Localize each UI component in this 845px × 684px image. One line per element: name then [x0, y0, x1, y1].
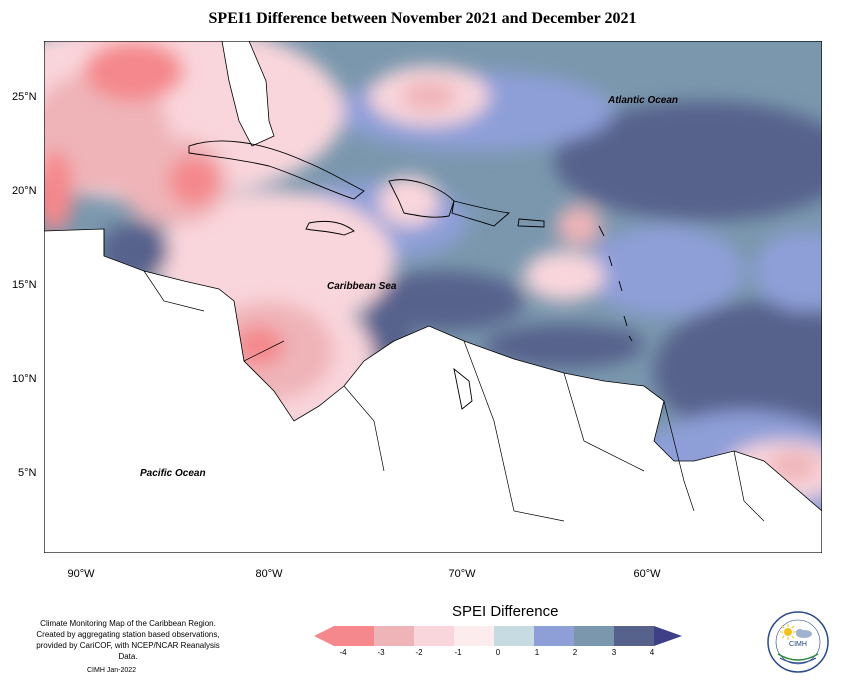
lon-label-90w: 90°W	[67, 568, 95, 580]
legend-swatch	[334, 626, 374, 646]
spei-map: Atlantic Ocean Caribbean Sea Pacific Oce…	[44, 41, 822, 553]
legend-tick: 2	[572, 648, 578, 657]
legend-low-arrow	[314, 626, 334, 646]
legend-swatch	[374, 626, 414, 646]
lat-label-10n: 10°N	[12, 373, 37, 385]
lat-label-25n: 25°N	[12, 91, 37, 103]
legend-swatch	[454, 626, 494, 646]
cimh-date-stamp: CIMH Jan-2022	[87, 667, 137, 674]
credit-line-3: provided by CariCOF, with NCEP/NCAR Rean…	[36, 641, 220, 661]
legend-high-arrow	[654, 626, 682, 646]
legend-swatch	[534, 626, 574, 646]
lon-label-80w: 80°W	[255, 568, 283, 580]
legend-tick: 4	[649, 648, 655, 657]
legend-swatch	[574, 626, 614, 646]
pacific-ocean-label: Pacific Ocean	[140, 468, 206, 479]
credit-line-2: Created by aggregating station based obs…	[36, 630, 220, 639]
lat-label-20n: 20°N	[12, 185, 37, 197]
legend-tick: -4	[339, 648, 347, 657]
lat-label-5n: 5°N	[18, 467, 37, 479]
cloud-icon	[796, 629, 812, 638]
caribbean-sea-label: Caribbean Sea	[327, 281, 397, 292]
legend-tick: -2	[415, 648, 423, 657]
lat-label-15n: 15°N	[12, 279, 37, 291]
lon-label-60w: 60°W	[633, 568, 661, 580]
legend-tick: 0	[495, 648, 501, 657]
atlantic-ocean-label: Atlantic Ocean	[607, 95, 678, 106]
legend-tick: -1	[454, 648, 462, 657]
credit-line-1: Climate Monitoring Map of the Caribbean …	[40, 619, 216, 628]
lon-label-70w: 70°W	[448, 568, 476, 580]
legend-swatch	[614, 626, 654, 646]
legend-swatch	[414, 626, 454, 646]
legend-tick: 1	[534, 648, 540, 657]
legend-tick: 3	[611, 648, 617, 657]
map-title: SPEI1 Difference between November 2021 a…	[208, 10, 637, 27]
legend-title: SPEI Difference	[452, 603, 559, 620]
legend-tick: -3	[377, 648, 385, 657]
legend-swatch	[494, 626, 534, 646]
logo-text: CIMH	[789, 641, 807, 648]
sun-icon	[780, 624, 796, 640]
credit-text: Climate Monitoring Map of the Caribbean …	[28, 618, 228, 662]
color-legend	[314, 626, 682, 646]
cimh-logo: CIMH	[767, 611, 829, 673]
